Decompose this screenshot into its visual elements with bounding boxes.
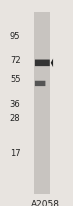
Text: 17: 17 [10, 149, 20, 158]
Text: 28: 28 [10, 114, 20, 123]
Text: 95: 95 [10, 32, 20, 41]
Text: 36: 36 [10, 99, 20, 109]
Text: A2058: A2058 [31, 200, 60, 206]
Bar [34, 12, 50, 194]
Polygon shape [51, 59, 53, 67]
Text: 72: 72 [10, 56, 20, 65]
FancyBboxPatch shape [35, 81, 45, 86]
Text: 55: 55 [10, 75, 20, 84]
FancyBboxPatch shape [35, 60, 50, 66]
